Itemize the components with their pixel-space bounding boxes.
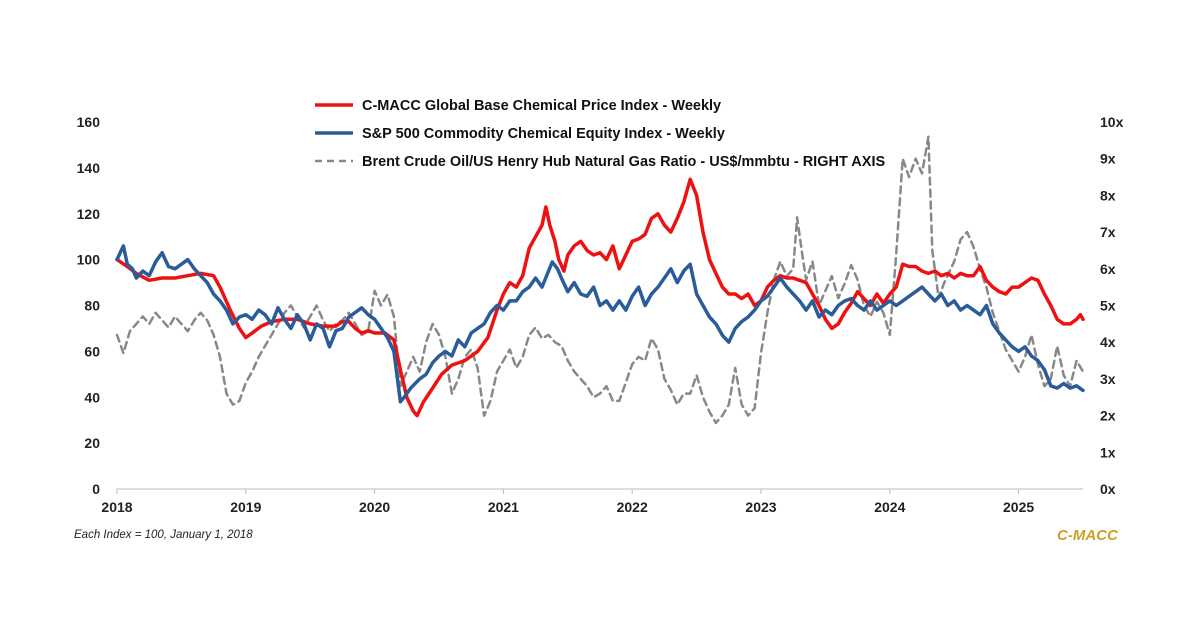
footnote: Each Index = 100, January 1, 2018 xyxy=(74,529,253,541)
series-line-1 xyxy=(115,244,1085,404)
y-left-tick-label: 40 xyxy=(84,389,100,405)
y-left-tick-label: 140 xyxy=(77,160,101,176)
y-right-tick-label: 7x xyxy=(1100,224,1116,240)
brand-logo: C-MACC xyxy=(1057,527,1118,544)
x-tick-label: 2021 xyxy=(488,499,519,515)
y-left-tick-label: 100 xyxy=(77,252,101,268)
axes-layer: 0 20 40 60 80 100 120 140 160 0x 1x 2x 3x 4x 5x 6x 7x 8x 9… xyxy=(77,114,1124,515)
y-left-tick-label: 80 xyxy=(84,298,100,314)
x-tick-label: 2018 xyxy=(101,499,132,515)
series-line-0 xyxy=(115,177,1085,418)
legend-label-0: C-MACC Global Base Chemical Price Index … xyxy=(362,98,721,114)
y-right-tick-label: 9x xyxy=(1100,151,1116,167)
series-layer xyxy=(115,135,1085,425)
y-right-tick-label: 2x xyxy=(1100,408,1116,424)
y-left-tick-label: 160 xyxy=(77,114,101,130)
y-right-tick-label: 8x xyxy=(1100,187,1116,203)
series-line-2 xyxy=(115,135,1085,425)
y-right-tick-label: 5x xyxy=(1100,298,1116,314)
x-tick-label: 2024 xyxy=(874,499,905,515)
legend: C-MACC Global Base Chemical Price Index … xyxy=(315,98,885,170)
y-left-tick-label: 120 xyxy=(77,206,101,222)
x-tick-label: 2022 xyxy=(617,499,648,515)
x-tick-label: 2019 xyxy=(230,499,261,515)
legend-label-2: Brent Crude Oil/US Henry Hub Natural Gas… xyxy=(362,154,885,170)
x-tick-label: 2020 xyxy=(359,499,390,515)
y-left-tick-label: 60 xyxy=(84,343,100,359)
legend-label-1: S&P 500 Commodity Chemical Equity Index … xyxy=(362,126,725,142)
x-tick-label: 2023 xyxy=(745,499,776,515)
x-tick-label: 2025 xyxy=(1003,499,1034,515)
y-right-tick-label: 0x xyxy=(1100,481,1116,497)
y-right-tick-label: 10x xyxy=(1100,114,1124,130)
y-left-tick-label: 0 xyxy=(92,481,100,497)
y-right-tick-label: 6x xyxy=(1100,261,1116,277)
y-left-tick-label: 20 xyxy=(84,435,100,451)
y-right-tick-label: 1x xyxy=(1100,444,1116,460)
y-right-tick-label: 4x xyxy=(1100,334,1116,350)
y-right-tick-label: 3x xyxy=(1100,371,1116,387)
